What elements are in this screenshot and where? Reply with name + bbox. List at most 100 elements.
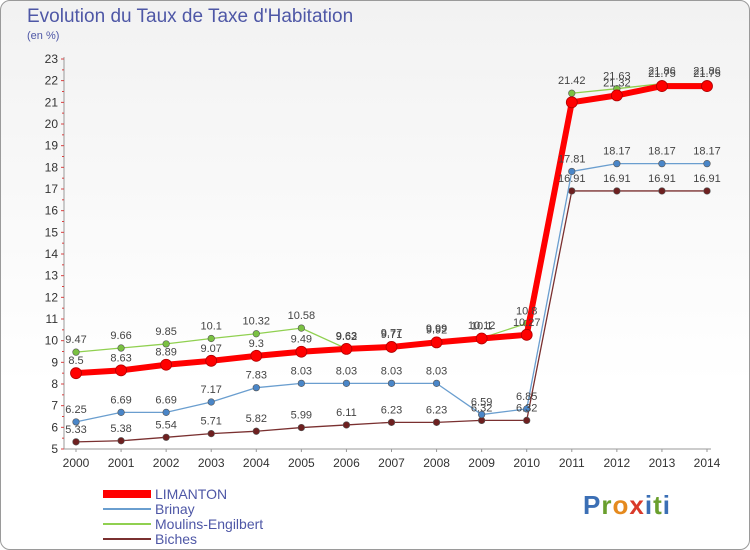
legend-label: Biches [155, 531, 198, 547]
data-point-brinay [523, 405, 531, 413]
data-label-moulins-engilbert: 21.86 [693, 66, 721, 78]
data-label-biches: 16.91 [693, 173, 721, 185]
data-point-biches [297, 423, 305, 432]
data-point-limanton [610, 89, 623, 102]
data-label-brinay: 7.83 [246, 370, 267, 382]
legend-label: Moulins-Engilbert [155, 516, 264, 532]
data-point-moulins-engilbert [207, 334, 215, 343]
data-point-moulins-engilbert [72, 348, 80, 356]
legend-swatch [103, 490, 151, 498]
data-point-biches [117, 437, 125, 445]
data-label-biches: 5.82 [246, 413, 267, 425]
data-label-brinay: 8.03 [381, 365, 402, 377]
data-label-moulins-engilbert: 21.42 [558, 75, 586, 87]
data-point-limanton [295, 345, 308, 358]
data-point-limanton [656, 80, 668, 92]
legend-label: Brinay [155, 501, 195, 517]
x-tick-label: 2000 [63, 456, 90, 470]
x-tick-label: 2009 [468, 456, 495, 470]
series-layer [70, 80, 713, 446]
data-label-biches: 6.32 [471, 402, 492, 414]
data-label-limanton: 21.32 [603, 77, 631, 89]
data-label-limanton: 9.92 [426, 324, 447, 336]
legend-swatch [103, 538, 151, 540]
y-tick-label: 7 [51, 399, 58, 413]
data-point-limanton [70, 367, 82, 380]
data-labels-layer: 5.33 5.38 5.54 5.71 5.82 5.99 6.11 6.23 6.23 6.32… [65, 66, 720, 436]
data-label-biches: 5.38 [110, 423, 131, 435]
chart-title: Evolution du Taux de Taxe d'Habitation [27, 6, 354, 27]
legend-swatch [103, 523, 151, 525]
x-tick-label: 2011 [559, 456, 585, 470]
data-label-biches: 5.33 [65, 424, 86, 436]
data-point-brinay [658, 160, 666, 168]
y-tick-label: 9 [51, 355, 58, 369]
x-tick-label: 2006 [333, 456, 360, 470]
data-point-brinay [297, 379, 305, 387]
data-point-brinay [162, 408, 170, 416]
data-label-moulins-engilbert: 9.77 [381, 328, 402, 340]
x-tick-label: 2008 [423, 456, 450, 470]
data-label-limanton: 9.49 [291, 334, 312, 346]
x-tick-label: 2010 [513, 456, 540, 470]
data-label-moulins-engilbert: 10.32 [243, 316, 271, 328]
data-point-biches [613, 187, 621, 195]
data-point-limanton [565, 96, 578, 109]
y-tick-label: 11 [46, 312, 59, 326]
data-label-limanton: 9.62 [336, 331, 357, 343]
data-point-moulins-engilbert [297, 324, 305, 332]
data-label-brinay: 18.17 [693, 146, 721, 158]
data-label-moulins-engilbert: 9.66 [110, 330, 131, 342]
data-label-limanton: 10.27 [513, 317, 541, 329]
data-label-brinay: 18.17 [648, 146, 676, 158]
data-point-brinay [387, 379, 396, 387]
y-tick-label: 16 [45, 204, 59, 218]
data-label-brinay: 6.69 [110, 394, 131, 406]
x-tick-label: 2004 [243, 456, 270, 470]
legend-label: LIMANTON [155, 486, 228, 502]
data-point-brinay [568, 167, 576, 176]
data-point-brinay [342, 379, 351, 387]
data-label-brinay: 6.59 [471, 397, 492, 409]
data-point-biches [207, 430, 215, 438]
data-point-limanton [701, 80, 713, 92]
data-point-moulins-engilbert [162, 340, 170, 348]
data-point-moulins-engilbert [117, 344, 125, 352]
data-point-moulins-engilbert [252, 330, 260, 338]
data-label-limanton: 9.07 [201, 343, 222, 355]
x-tick-label: 2014 [694, 456, 721, 470]
legend-swatch [103, 508, 151, 510]
data-point-biches [432, 418, 441, 426]
data-label-moulins-engilbert: 9.99 [426, 323, 447, 335]
data-label-biches: 16.91 [558, 173, 586, 185]
y-tick-label: 14 [45, 247, 59, 261]
data-label-moulins-engilbert: 9.47 [65, 334, 86, 346]
data-label-brinay: 8.03 [426, 365, 447, 377]
x-tick-label: 2003 [198, 456, 225, 470]
legend-item-limanton: LIMANTON [103, 486, 323, 502]
data-label-moulins-engilbert: 10.1 [201, 321, 222, 333]
data-point-limanton [475, 332, 488, 345]
data-label-limanton: 9.71 [381, 329, 402, 341]
chart-subtitle: (en %) [27, 30, 60, 42]
data-label-biches: 6.23 [426, 404, 447, 416]
data-point-moulins-engilbert [568, 89, 576, 97]
y-tick-label: 10 [45, 334, 59, 348]
data-point-limanton [115, 364, 127, 377]
x-tick-label: 2005 [288, 456, 315, 470]
data-label-biches: 6.11 [336, 407, 357, 419]
data-point-biches [568, 187, 576, 195]
data-label-brinay: 6.25 [65, 404, 86, 416]
data-point-brinay [478, 410, 486, 419]
data-point-biches [387, 418, 396, 426]
legend-item-biches: Biches [103, 531, 323, 547]
data-label-brinay: 18.17 [603, 146, 631, 158]
data-point-brinay [703, 160, 711, 168]
data-label-brinay: 6.85 [516, 391, 537, 403]
data-point-brinay [613, 160, 621, 168]
y-tick-label: 8 [51, 377, 58, 391]
data-label-biches: 16.91 [648, 173, 676, 185]
x-tick-label: 2002 [153, 456, 180, 470]
data-point-brinay [432, 379, 441, 387]
data-label-moulins-engilbert: 10.12 [468, 320, 496, 332]
